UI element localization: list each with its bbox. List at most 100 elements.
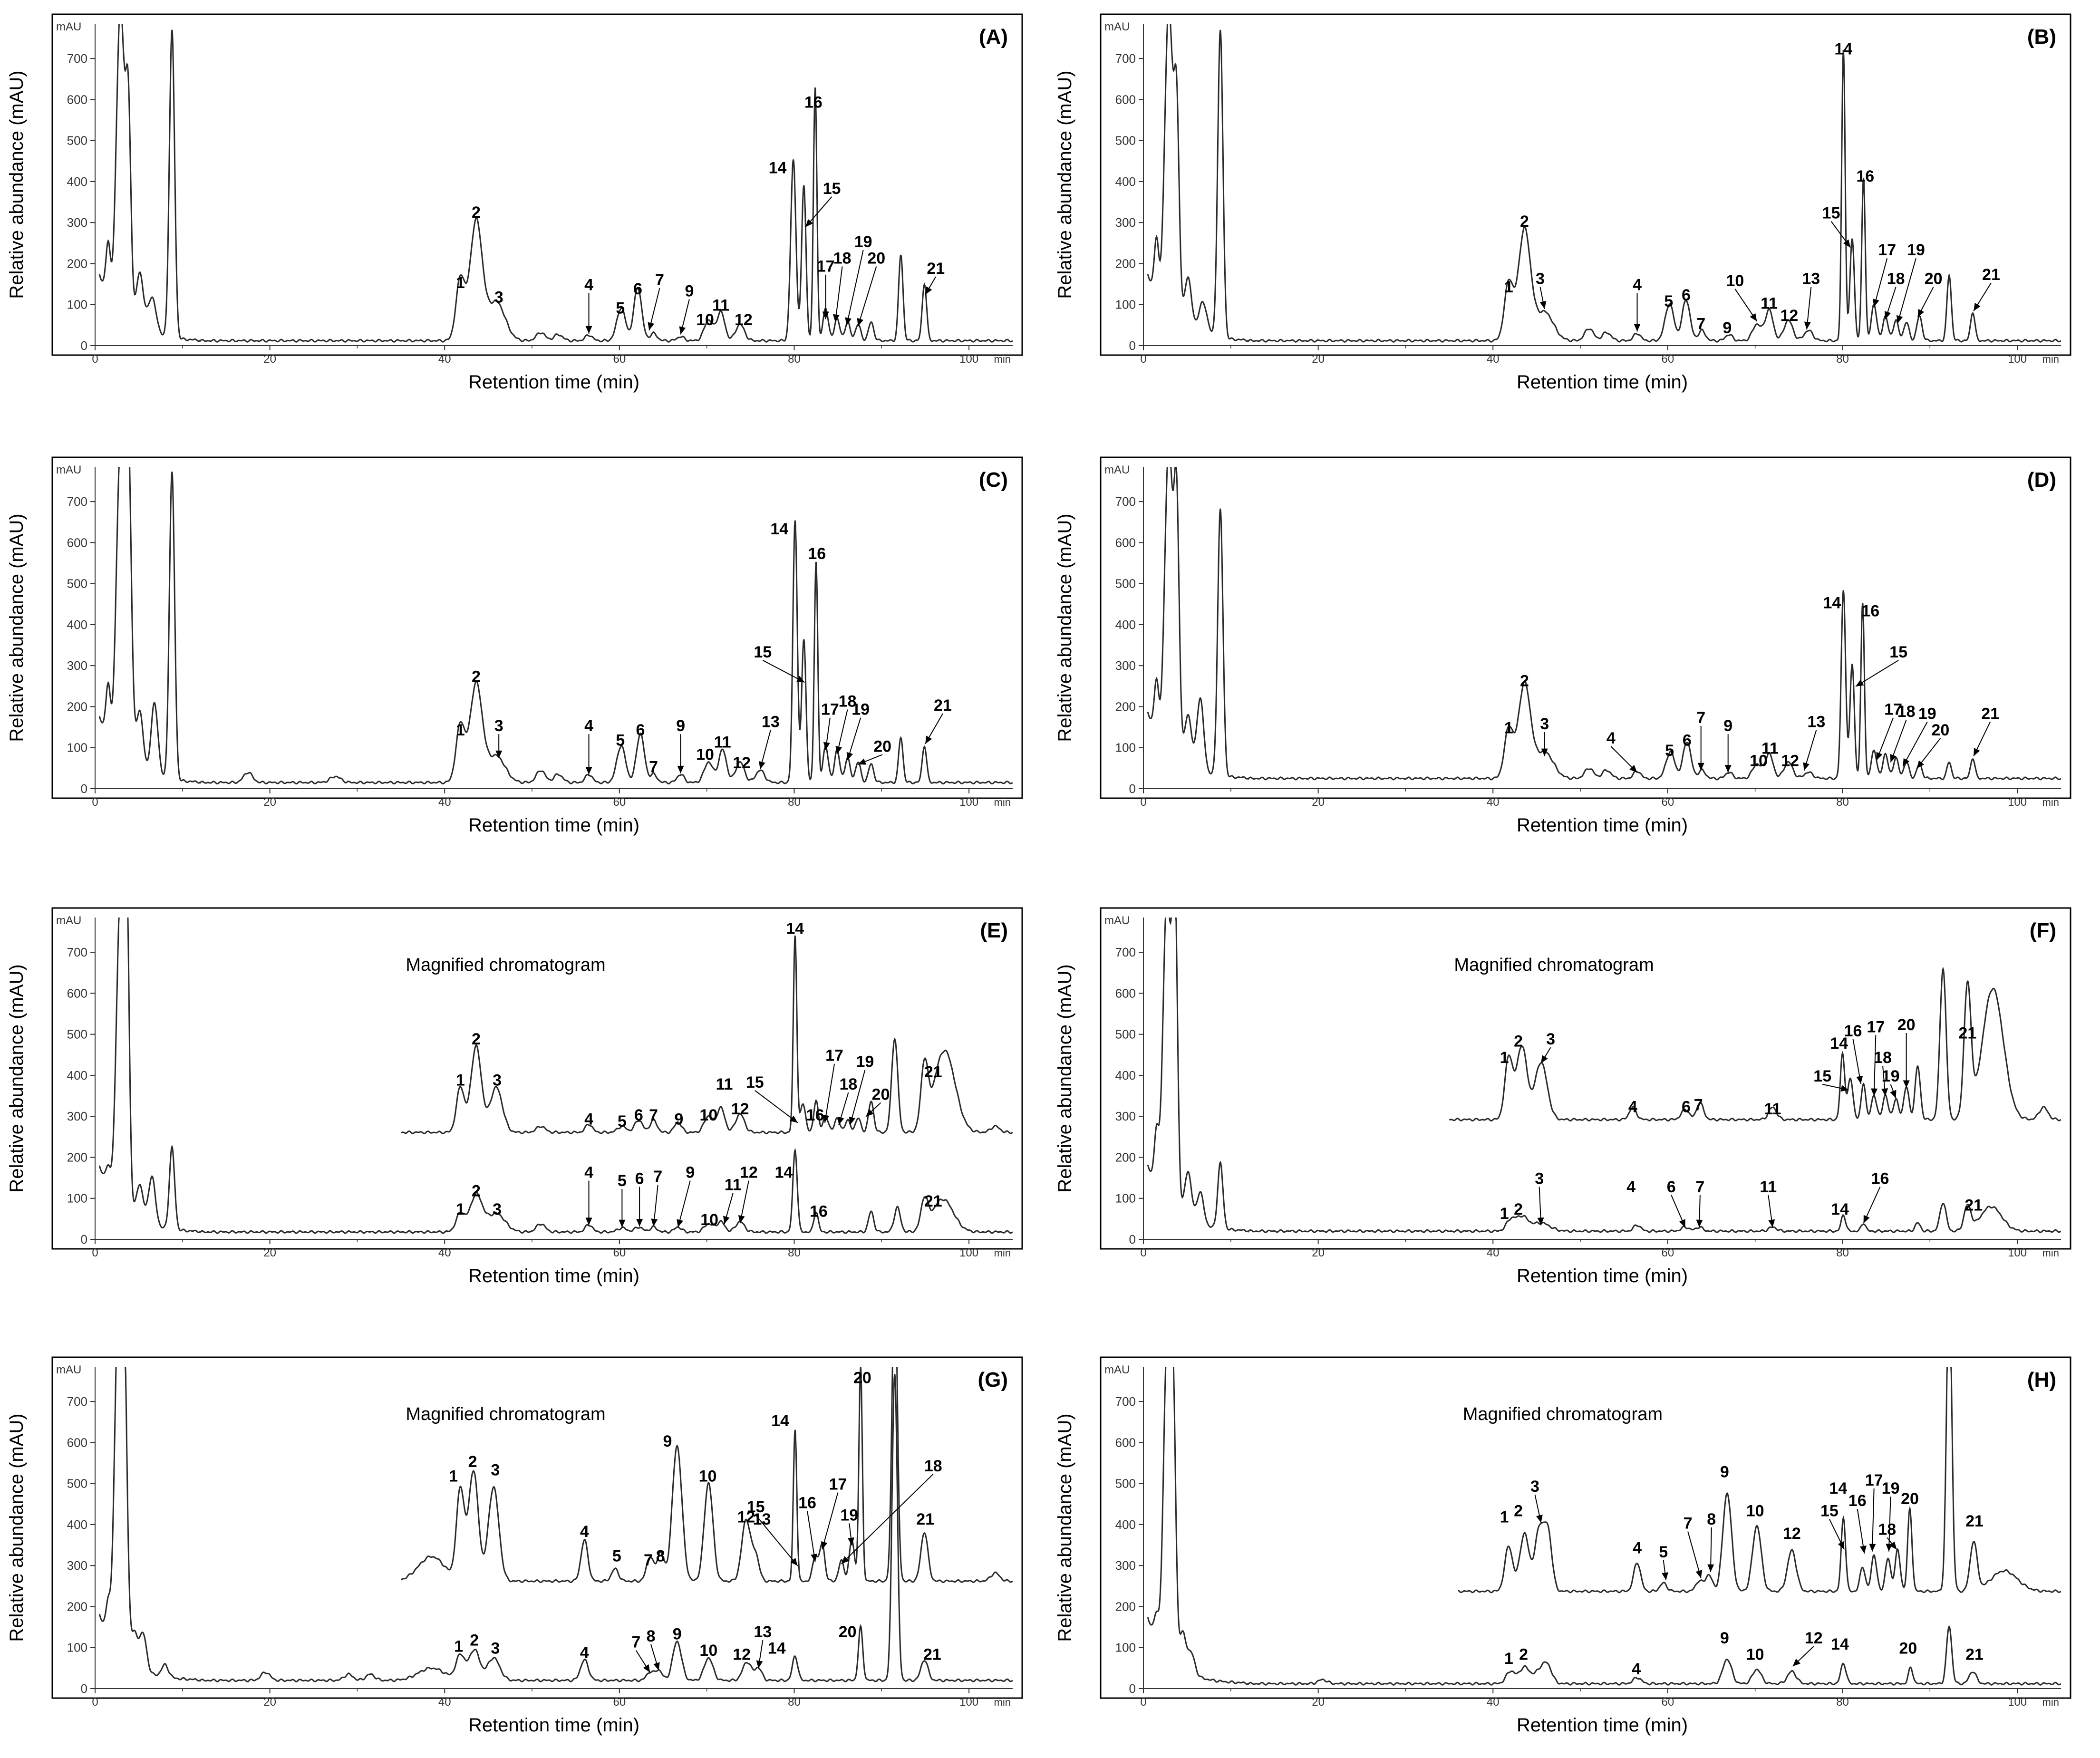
peak-arrow-head — [822, 311, 829, 319]
peak-label: 1 — [1504, 278, 1513, 296]
y-tick-label: 600 — [67, 535, 87, 550]
peak-label: 10 — [700, 1211, 718, 1229]
panel-frame — [51, 456, 1023, 799]
x-tick-label: 60 — [613, 796, 626, 809]
y-unit-label: mAU — [1104, 464, 1130, 476]
peak-label: 9 — [674, 1110, 683, 1128]
peak-arrow-head — [838, 1116, 844, 1125]
y-axis-title: Relative abundance (mAU) — [6, 70, 27, 299]
y-axis-title: Relative abundance (mAU) — [1055, 70, 1075, 299]
peak-label: 2 — [470, 1631, 479, 1649]
peak-arrow-head — [1860, 1545, 1867, 1554]
panel-label: (F) — [2030, 919, 2056, 942]
y-tick-label: 500 — [67, 577, 87, 591]
panel-label: (B) — [2027, 25, 2056, 48]
peak-arrow-line — [834, 266, 843, 322]
peak-label: 18 — [1897, 703, 1916, 721]
peak-arrow-line — [1871, 1488, 1875, 1552]
x-tick-label: 100 — [2008, 1246, 2027, 1259]
peak-arrow-line — [1876, 717, 1894, 761]
chromatogram-trace — [1147, 1367, 2061, 1686]
peak-arrow-head — [653, 1662, 660, 1671]
peak-arrow-head — [1896, 315, 1903, 324]
peak-label: 19 — [1918, 705, 1936, 723]
magnified-chromatogram-trace — [1449, 966, 2061, 1122]
peak-arrow-head — [789, 1115, 798, 1123]
peak-label: 20 — [1897, 1016, 1916, 1034]
peak-label: 4 — [584, 1110, 593, 1128]
peak-label: 4 — [1626, 1178, 1635, 1196]
peak-label: 16 — [1856, 167, 1874, 185]
peak-label: 3 — [1536, 270, 1545, 288]
peak-label: 19 — [854, 233, 872, 251]
peak-label: 2 — [1514, 1502, 1523, 1520]
y-axis-title: Relative abundance (mAU) — [6, 513, 27, 742]
peak-arrow-head — [1537, 1217, 1544, 1226]
magnified-chromatogram-trace — [1457, 1367, 2061, 1594]
peak-label: 14 — [1831, 1200, 1849, 1218]
peak-label: 7 — [653, 1168, 662, 1186]
peak-label: 10 — [696, 311, 714, 329]
peak-arrow-head — [756, 1660, 763, 1669]
peak-label: 15 — [823, 180, 841, 198]
panel-frame — [1100, 1356, 2071, 1699]
peak-label: 12 — [1781, 752, 1799, 770]
peak-arrow-head — [1634, 324, 1641, 332]
peak-arrow-head — [585, 1217, 592, 1226]
peak-arrow-head — [1903, 1080, 1910, 1088]
peak-arrow-head — [1890, 754, 1897, 763]
peak-label: 21 — [1982, 266, 2000, 284]
peak-label: 13 — [753, 1510, 771, 1528]
peak-arrow-head — [835, 746, 842, 754]
peak-arrow-head — [677, 1219, 683, 1227]
y-tick-label: 600 — [1115, 92, 1136, 106]
x-tick-label: 60 — [1662, 353, 1674, 366]
x-unit-label: min — [2042, 1247, 2059, 1259]
peak-label: 16 — [810, 1203, 828, 1221]
peak-label: 10 — [699, 1467, 717, 1485]
peak-label: 17 — [1865, 1471, 1883, 1489]
chromatogram-trace — [98, 24, 1013, 343]
peak-arrow-head — [790, 1558, 798, 1566]
peak-label: 5 — [616, 731, 625, 749]
peak-label: 1 — [1504, 1650, 1513, 1668]
y-tick-label: 300 — [67, 215, 87, 230]
x-tick-label: 20 — [263, 1696, 276, 1709]
peak-label: 6 — [635, 1170, 644, 1188]
panel-label: (C) — [979, 468, 1008, 492]
x-tick-label: 20 — [1312, 353, 1325, 366]
peak-arrow-head — [1662, 1572, 1669, 1581]
peak-label: 2 — [1519, 1646, 1528, 1664]
peak-arrow-head — [1629, 764, 1637, 773]
peak-arrow-head — [845, 317, 852, 326]
peak-arrow-head — [636, 1219, 643, 1227]
x-unit-label: min — [994, 796, 1011, 808]
peak-arrow-head — [1881, 1088, 1888, 1096]
peak-label: 8 — [647, 1627, 656, 1645]
y-tick-label: 300 — [1115, 1558, 1136, 1573]
peak-label: 7 — [649, 1106, 658, 1124]
peak-arrow-head — [1974, 748, 1980, 756]
x-tick-label: 80 — [1836, 1246, 1849, 1259]
y-tick-label: 400 — [67, 618, 87, 632]
y-axis-title: Relative abundance (mAU) — [1055, 964, 1075, 1192]
peak-label: 6 — [636, 721, 645, 739]
y-tick-label: 200 — [67, 1150, 87, 1164]
y-tick-label: 600 — [67, 92, 87, 106]
peak-label: 15 — [747, 1498, 765, 1516]
peak-label: 2 — [468, 1453, 477, 1471]
peak-arrow-head — [1536, 1515, 1543, 1523]
x-unit-label: min — [2042, 353, 2059, 365]
peak-arrow-head — [495, 750, 503, 758]
x-axis-title: Retention time (min) — [468, 1715, 639, 1736]
peak-label: 7 — [655, 271, 664, 289]
y-tick-label: 0 — [1129, 1232, 1136, 1246]
peak-arrow-head — [619, 1219, 626, 1227]
y-tick-label: 500 — [67, 1027, 87, 1042]
x-tick-label: 100 — [2008, 796, 2027, 809]
peak-label: 17 — [817, 258, 835, 276]
peak-label: 21 — [924, 1192, 942, 1210]
chromatogram-trace — [98, 918, 1013, 1234]
peak-label: 12 — [1783, 1525, 1801, 1543]
y-tick-label: 600 — [67, 986, 87, 1000]
